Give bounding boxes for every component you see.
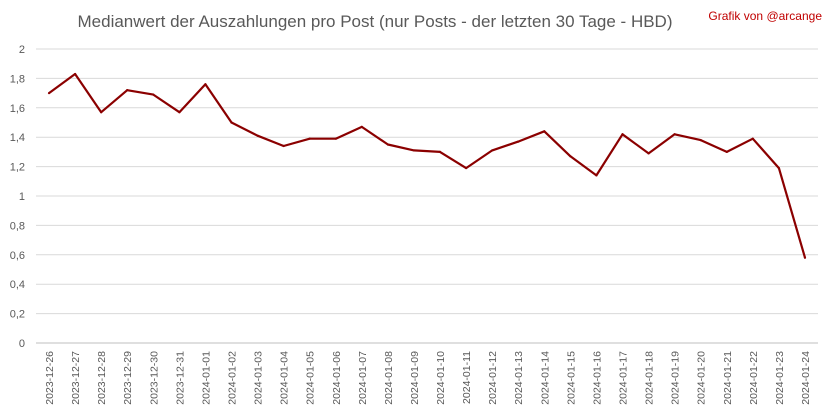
data-point: [334, 137, 337, 140]
data-point: [230, 121, 233, 124]
y-axis-tick-labels: 0 0,2 0,4 0,6 0,8 1 1,2 1,4 1,6 1,8 2: [10, 44, 25, 350]
x-tick-label: 2023-12-26: [44, 351, 56, 405]
data-point: [569, 155, 572, 158]
data-point: [595, 174, 598, 177]
y-tick-label: 2: [19, 44, 25, 56]
y-tick-label: 0,8: [10, 220, 25, 232]
y-tick-label: 0,4: [10, 279, 25, 291]
gridlines: [36, 48, 818, 344]
data-point: [777, 166, 781, 170]
data-point: [282, 144, 285, 148]
data-point: [803, 256, 807, 259]
x-tick-label: 2024-01-01: [200, 351, 212, 405]
data-point: [673, 133, 676, 136]
data-point: [256, 134, 259, 137]
data-point: [204, 83, 207, 86]
x-tick-label: 2024-01-23: [774, 351, 786, 405]
data-point: [647, 152, 650, 155]
x-tick-label: 2024-01-22: [748, 351, 760, 405]
y-tick-label: 0,6: [10, 250, 25, 262]
y-tick-label: 1,6: [10, 103, 25, 115]
x-tick-label: 2024-01-03: [253, 351, 265, 405]
x-tick-label: 2024-01-15: [565, 351, 577, 405]
data-point: [699, 139, 702, 142]
x-tick-label: 2024-01-14: [539, 351, 551, 405]
data-point: [725, 150, 728, 153]
data-point: [386, 143, 389, 146]
data-point: [412, 149, 416, 152]
x-tick-label: 2024-01-17: [618, 351, 630, 405]
data-point: [74, 72, 77, 76]
x-tick-label: 2024-01-13: [513, 351, 525, 405]
data-point: [152, 93, 155, 96]
y-tick-label: 1,2: [10, 162, 25, 174]
x-tick-label: 2023-12-29: [122, 351, 134, 405]
y-tick-label: 1,8: [10, 73, 25, 85]
chart-title: Medianwert der Auszahlungen pro Post (nu…: [78, 12, 673, 31]
series-line: [48, 72, 807, 259]
x-tick-label: 2024-01-20: [696, 351, 708, 405]
data-point: [438, 150, 442, 153]
x-tick-label: 2023-12-28: [96, 351, 108, 405]
y-tick-label: 1: [19, 191, 25, 203]
x-tick-label: 2024-01-21: [722, 351, 734, 405]
x-tick-label: 2024-01-08: [383, 351, 395, 405]
x-tick-label: 2023-12-27: [70, 351, 82, 405]
x-tick-label: 2024-01-24: [800, 351, 812, 405]
x-axis-tick-labels: 2023-12-26 2023-12-27 2023-12-28 2023-12-29…: [44, 351, 812, 405]
data-point: [517, 140, 520, 143]
series-layer: [47, 72, 807, 259]
x-tick-label: 2023-12-31: [174, 351, 186, 405]
x-tick-label: 2024-01-19: [670, 351, 682, 405]
x-tick-label: 2024-01-04: [279, 351, 291, 405]
x-tick-label: 2024-01-09: [409, 351, 421, 405]
x-tick-label: 2024-01-16: [591, 351, 603, 405]
x-tick-label: 2024-01-07: [357, 351, 369, 405]
x-tick-label: 2024-01-11: [461, 351, 473, 404]
data-point: [178, 111, 181, 114]
chart-credit: Grafik von @arcange: [708, 9, 822, 23]
data-point: [308, 137, 311, 140]
data-point: [100, 111, 103, 114]
data-point: [491, 149, 494, 152]
x-tick-label: 2024-01-12: [487, 351, 499, 405]
x-tick-label: 2023-12-30: [148, 351, 160, 405]
x-tick-label: 2024-01-10: [435, 351, 447, 405]
x-tick-label: 2024-01-06: [331, 351, 343, 405]
x-tick-label: 2024-01-05: [305, 351, 317, 405]
y-tick-label: 0,2: [10, 309, 25, 321]
x-tick-label: 2024-01-18: [644, 351, 656, 405]
data-point: [47, 92, 51, 95]
data-point: [621, 133, 624, 136]
y-tick-label: 1,4: [10, 132, 25, 144]
data-point: [751, 137, 754, 140]
x-tick-label: 2024-01-02: [227, 351, 239, 405]
data-point: [360, 125, 363, 129]
data-point: [465, 166, 468, 170]
y-tick-label: 0: [19, 338, 25, 350]
data-point: [126, 89, 129, 92]
data-point: [543, 130, 546, 133]
